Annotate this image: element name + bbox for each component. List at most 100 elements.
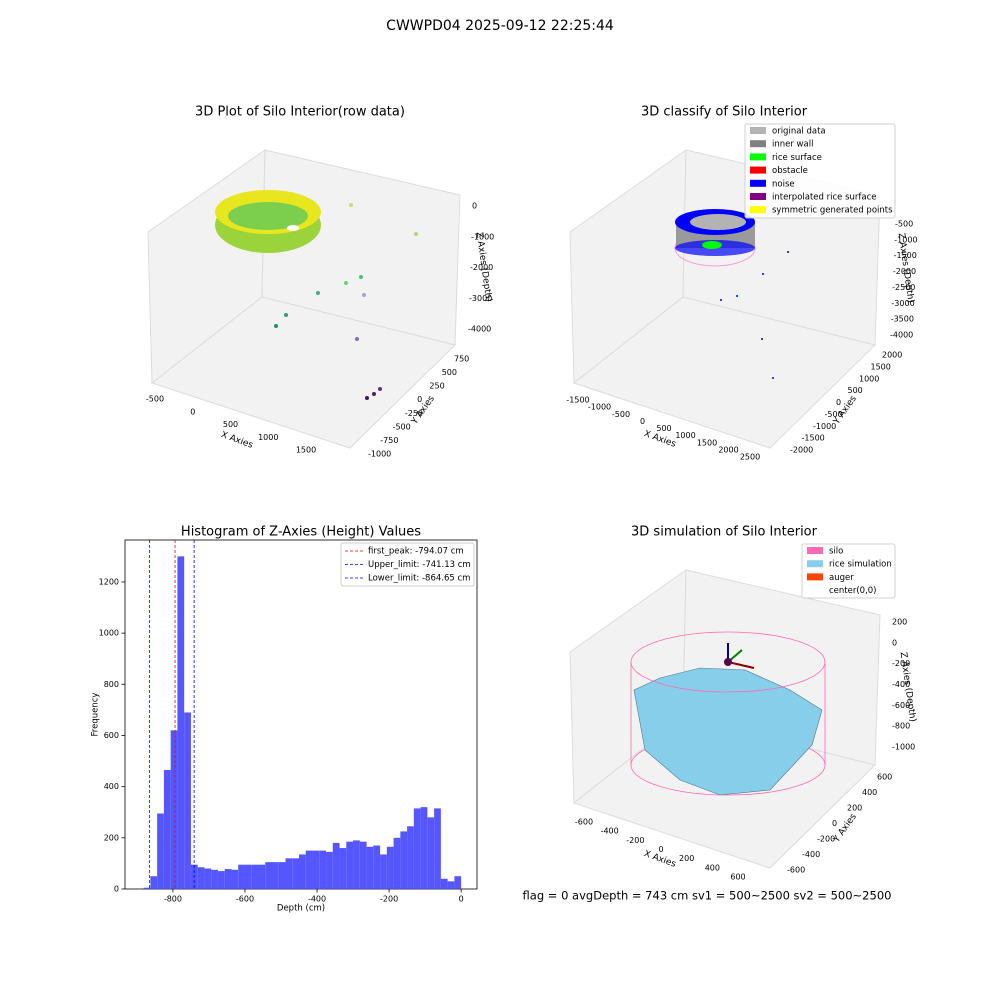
y-tick-label: -200	[817, 835, 835, 844]
y-tick-label: -500	[393, 422, 411, 431]
x-tick-label: 200	[679, 854, 694, 863]
chart-title: 3D simulation of Silo Interior	[631, 525, 818, 540]
z-tick-label: 200	[892, 618, 907, 627]
legend-label: noise	[772, 179, 795, 189]
x-tick-label: 1000	[258, 433, 278, 442]
bar	[305, 850, 313, 889]
x-axis-label: Depth (cm)	[277, 904, 325, 914]
legend-label: interpolated rice surface	[772, 193, 877, 203]
x-tick-label: 0	[640, 417, 645, 426]
y-tick-label: 0	[114, 885, 119, 894]
legend-box	[801, 543, 896, 599]
legend-swatch	[750, 179, 766, 187]
bar	[420, 807, 428, 889]
legend-swatch	[750, 166, 766, 174]
legend-label: first_peak: -794.07 cm	[368, 547, 464, 557]
bar	[400, 831, 408, 889]
bar	[339, 848, 347, 889]
bar	[346, 841, 354, 889]
z-tick-label: -4000	[468, 325, 491, 334]
bar	[393, 837, 401, 889]
x-tick-label: -200	[380, 895, 398, 904]
x-tick-label: 1500	[697, 438, 717, 447]
legend-swatch	[750, 153, 766, 161]
y-tick-label: -2000	[790, 446, 813, 455]
bar	[359, 841, 367, 889]
x-tick-label: -800	[164, 895, 182, 904]
legend-box	[340, 542, 475, 587]
x-tick-label: 600	[730, 873, 745, 882]
bar	[244, 864, 252, 889]
bar	[407, 826, 414, 889]
bar	[326, 851, 333, 889]
bar	[150, 876, 158, 889]
bar	[312, 850, 320, 889]
bar	[224, 869, 232, 889]
y-tick-label: 600	[877, 773, 892, 782]
y-tick-label: -500	[825, 410, 843, 419]
y-axis-label: Frequency	[91, 693, 101, 737]
bar	[447, 881, 455, 889]
y-tick-label: 400	[104, 782, 119, 791]
x-tick-label: -500	[612, 410, 630, 419]
bar	[258, 864, 266, 889]
classified-cloud	[674, 209, 789, 379]
y-tick-label: 500	[442, 368, 457, 377]
bar	[440, 878, 448, 889]
y-tick-label: 0	[832, 819, 837, 828]
x-tick-label: 0	[190, 407, 195, 416]
x-tick-label: -400	[308, 895, 326, 904]
chart-title: Histogram of Z-Axies (Height) Values	[181, 525, 421, 540]
legend-label: rice simulation	[829, 560, 892, 570]
chart-title: 3D Plot of Silo Interior(row data)	[195, 105, 405, 120]
y-tick-label: -1500	[802, 434, 825, 443]
z-tick-label: -500	[895, 220, 913, 229]
bar	[177, 556, 185, 889]
z-tick-label: -2000	[893, 267, 916, 276]
legend-swatch	[750, 127, 766, 134]
bar	[157, 813, 164, 889]
x-tick-label: 500	[656, 424, 671, 433]
legend-label: Upper_limit: -741.13 cm	[368, 560, 471, 570]
legend-swatch	[750, 193, 766, 200]
z-tick-label: -4000	[890, 331, 913, 340]
chart-title: 3D classify of Silo Interior	[641, 105, 808, 120]
z-tick-label: -2000	[470, 263, 493, 272]
y-tick-label: 500	[848, 386, 863, 395]
z-tick-label: -1000	[471, 232, 494, 241]
bar	[204, 868, 212, 889]
footer: flag = 0 avgDepth = 743 cm sv1 = 500~250…	[523, 889, 892, 903]
y-tick-label: 200	[104, 833, 119, 842]
bar	[386, 846, 394, 889]
bar	[238, 864, 245, 889]
bar	[434, 808, 441, 889]
legend-swatch	[807, 586, 823, 594]
bar	[454, 876, 462, 889]
z-tick-label: -600	[892, 701, 910, 710]
bar	[373, 845, 381, 889]
y-tick-label: -600	[787, 866, 805, 875]
y-tick-label: -750	[380, 436, 398, 445]
legend-label: obstacle	[772, 166, 808, 176]
x-tick-label: -600	[575, 818, 593, 827]
bar	[278, 862, 286, 889]
y-tick-label: -1000	[368, 450, 391, 459]
legend-label: original data	[772, 127, 826, 137]
z-tick-label: -400	[892, 680, 910, 689]
y-tick-label: 400	[862, 788, 877, 797]
z-tick-label: -1000	[894, 235, 917, 244]
y-tick-label: 200	[847, 804, 862, 813]
bar	[413, 808, 421, 889]
legend-label: center(0,0)	[829, 586, 877, 596]
y-tick-label: 1500	[871, 362, 891, 371]
z-tick-label: -200	[892, 659, 910, 668]
legend-label: auger	[829, 573, 854, 583]
bar	[292, 858, 300, 889]
y-tick-label: 2000	[882, 351, 902, 360]
figure-title: CWWPD04 2025-09-12 22:25:44	[386, 18, 614, 34]
bar	[143, 887, 151, 889]
bar	[163, 770, 171, 889]
y-tick-label: -400	[802, 850, 820, 859]
x-tick-label: 2500	[740, 453, 760, 462]
